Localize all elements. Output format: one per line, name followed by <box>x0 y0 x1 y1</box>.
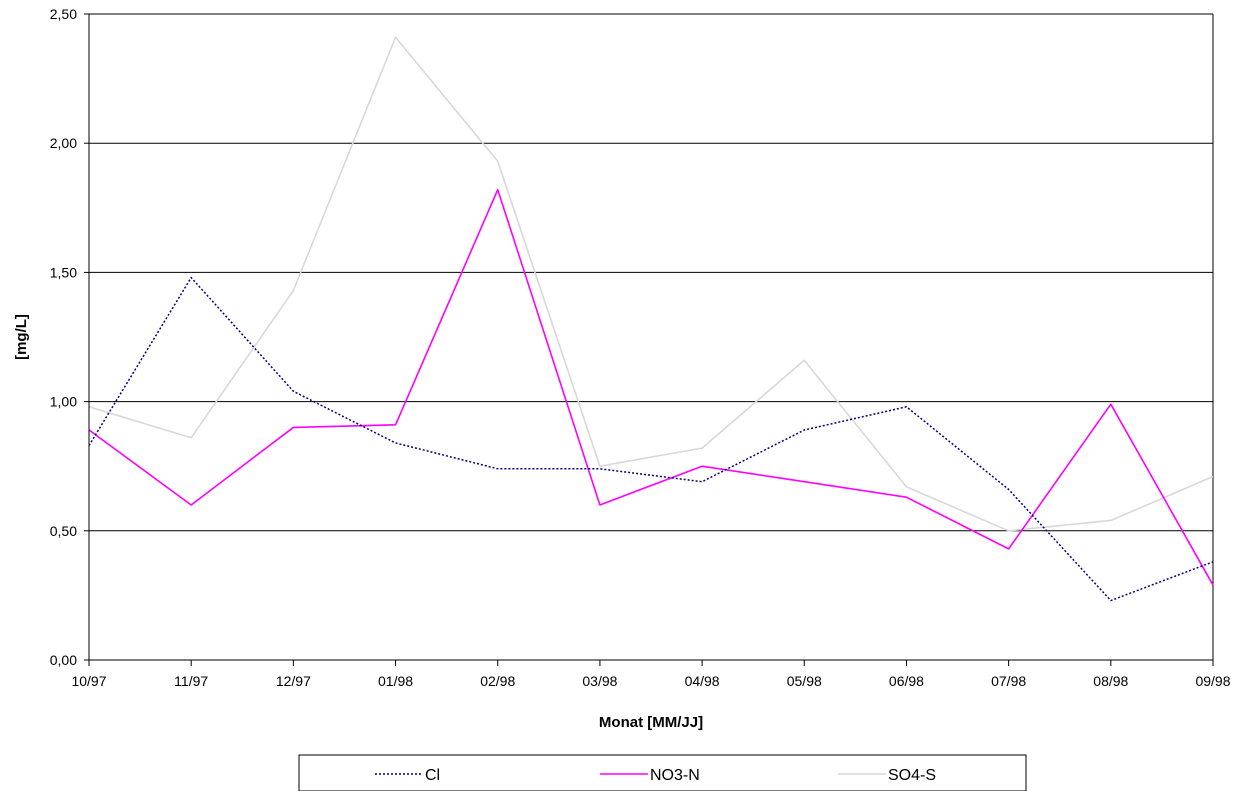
legend-label: Cl <box>425 767 440 784</box>
y-tick-label: 2,00 <box>50 135 77 151</box>
gridlines <box>89 13 1214 660</box>
y-tick-label: 2,50 <box>50 6 77 22</box>
y-tick-label: 1,50 <box>50 264 77 280</box>
x-tick-label: 10/97 <box>71 673 106 689</box>
legend-label: NO3-N <box>650 767 700 784</box>
x-tick-label: 01/98 <box>378 673 413 689</box>
series-line-no3-n <box>88 188 1214 586</box>
x-tick-label: 12/97 <box>276 673 311 689</box>
legend-label: SO4-S <box>888 767 936 784</box>
x-axis-ticks: 10/97 11/97 12/97 01/98 02/98 03/98 04/98 05/98… <box>71 660 1231 689</box>
legend: Cl NO3-N SO4-S <box>298 754 1027 791</box>
y-tick-label: 1,00 <box>50 394 77 410</box>
x-tick-label: 05/98 <box>787 673 822 689</box>
x-tick-label: 04/98 <box>685 673 720 689</box>
x-tick-label: 07/98 <box>991 673 1026 689</box>
y-axis-ticks: 0,00 0,50 1,00 1,50 2,00 2,50 <box>50 6 89 668</box>
x-tick-label: 02/98 <box>480 673 515 689</box>
y-tick-label: 0,50 <box>50 523 77 539</box>
x-tick-label: 03/98 <box>582 673 617 689</box>
legend-box <box>298 754 1027 791</box>
x-tick-label: 09/98 <box>1195 673 1230 689</box>
y-tick-label: 0,00 <box>50 652 77 668</box>
y-axis-title: [mg/L] <box>13 314 30 360</box>
x-tick-label: 06/98 <box>889 673 924 689</box>
series-line-cl <box>88 276 1214 602</box>
x-tick-label: 08/98 <box>1093 673 1128 689</box>
series-layer <box>88 36 1214 602</box>
x-tick-label: 11/97 <box>174 673 208 689</box>
series-line-so4-s <box>88 36 1214 532</box>
x-axis-title: Monat [MM/JJ] <box>599 714 703 731</box>
